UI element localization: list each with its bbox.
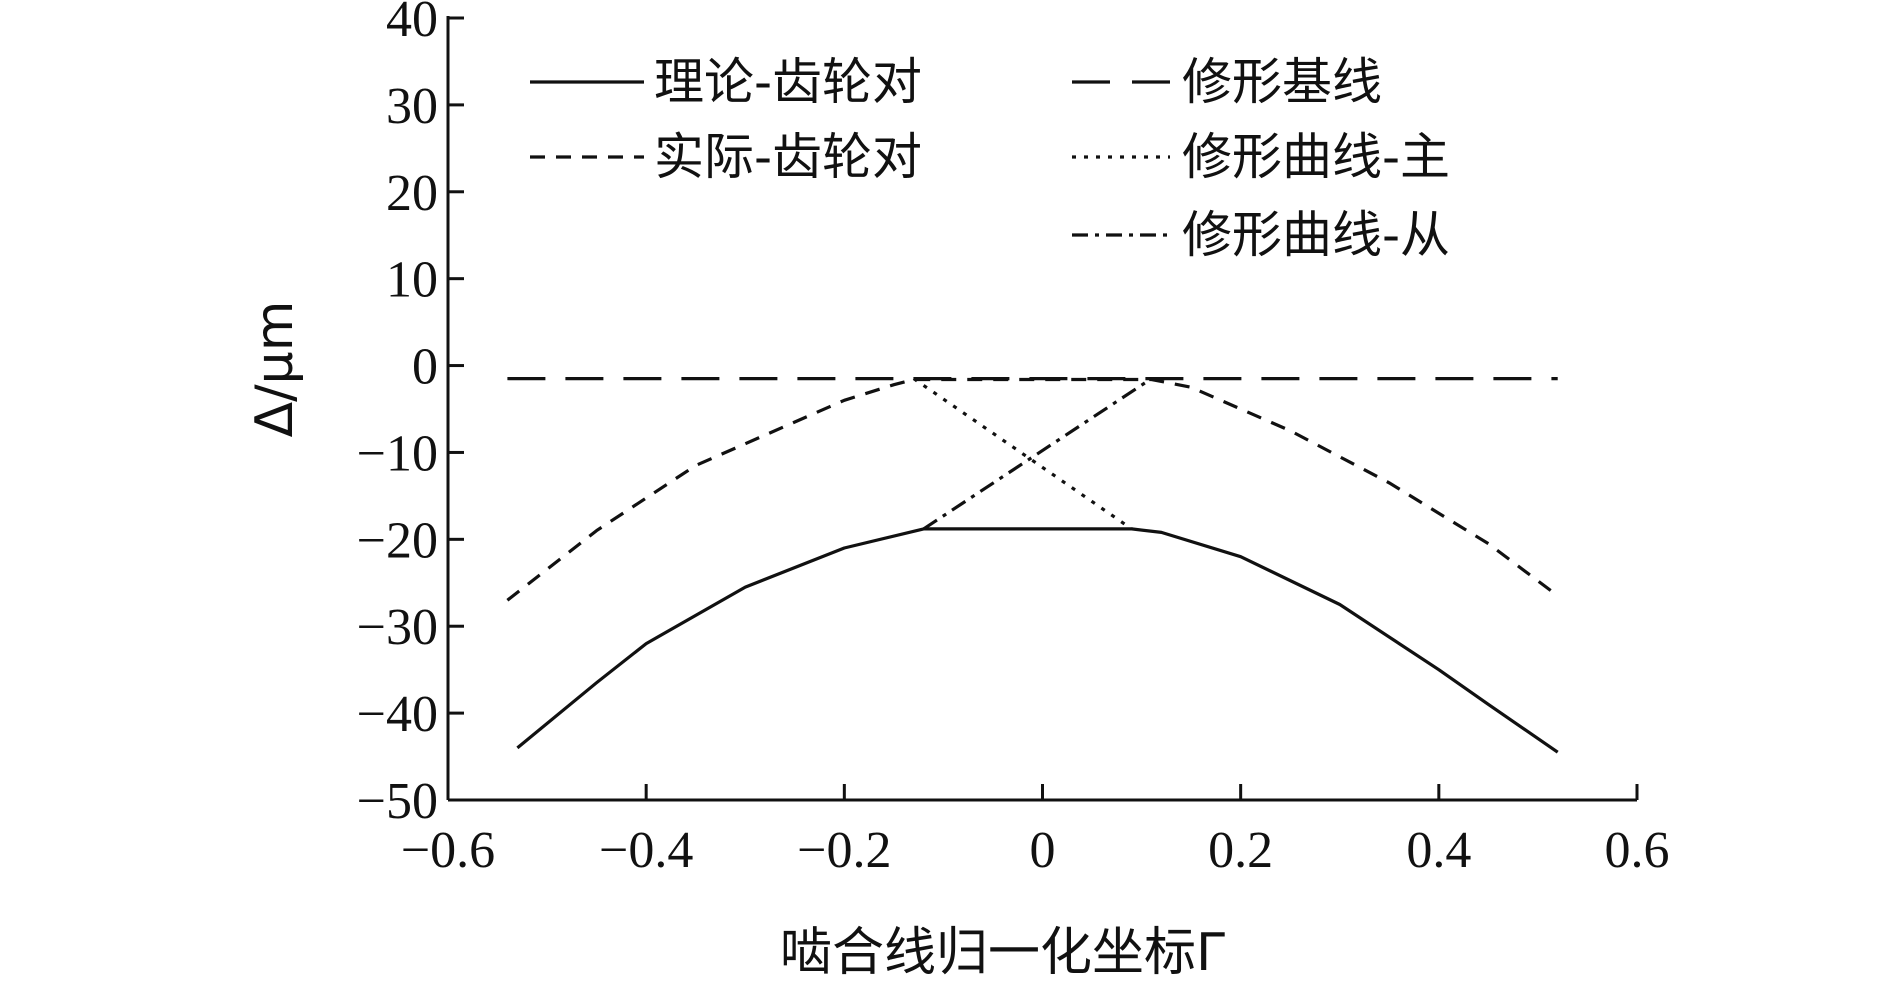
legend-item: 理论-齿轮对 [530, 53, 922, 111]
legend-label-curve-follower: 修形曲线-从 [1182, 206, 1450, 264]
legend-item: 修形曲线-从 [1072, 206, 1450, 264]
y-tick-label: 0 [412, 339, 438, 396]
series-curve-follower [922, 377, 1153, 531]
y-tick-label: −20 [357, 512, 438, 569]
legend-label-curve-main: 修形曲线-主 [1182, 128, 1450, 186]
y-axis-label: Δ/μm [245, 301, 305, 438]
legend-label-theoretical: 理论-齿轮对 [654, 53, 922, 111]
y-tick-label: −30 [357, 599, 438, 656]
x-tick-label: 0.2 [1208, 822, 1273, 879]
plot-area: −0.6 −0.4 −0.2 0 0.2 0.4 0.6 −50 −40 −30 −20 −10 0 1… [357, 0, 1670, 879]
series-curve-main [912, 377, 1133, 531]
x-tick-label: −0.2 [797, 822, 891, 879]
legend-item: 修形曲线-主 [1072, 128, 1450, 186]
y-tick-label: −10 [357, 425, 438, 482]
x-axis-label: 啮合线归一化坐标Γ [780, 923, 1225, 982]
legend-label-actual: 实际-齿轮对 [654, 128, 922, 186]
legend-label-baseline: 修形基线 [1182, 53, 1382, 111]
x-ticks: −0.6 −0.4 −0.2 0 0.2 0.4 0.6 [401, 784, 1670, 879]
x-tick-label: −0.4 [599, 822, 693, 879]
y-ticks: −50 −40 −30 −20 −10 0 10 20 30 40 [357, 0, 464, 830]
series-layer [506, 377, 1559, 754]
x-tick-label: 0.6 [1605, 822, 1670, 879]
legend-item: 修形基线 [1072, 53, 1382, 111]
x-tick-label: 0 [1030, 822, 1056, 879]
series-actual [506, 377, 1559, 602]
y-tick-label: 40 [386, 0, 438, 48]
y-tick-label: 20 [386, 165, 438, 222]
y-tick-label: −50 [357, 773, 438, 830]
x-tick-label: −0.6 [401, 822, 495, 879]
legend: 理论-齿轮对 实际-齿轮对 修形基线 修形曲线-主 修形曲线-从 [530, 53, 1450, 264]
series-theoretical [516, 527, 1559, 754]
y-tick-label: 10 [386, 252, 438, 309]
legend-item: 实际-齿轮对 [530, 128, 922, 186]
x-tick-label: 0.4 [1406, 822, 1471, 879]
y-tick-label: −40 [357, 686, 438, 743]
y-tick-label: 30 [386, 78, 438, 135]
